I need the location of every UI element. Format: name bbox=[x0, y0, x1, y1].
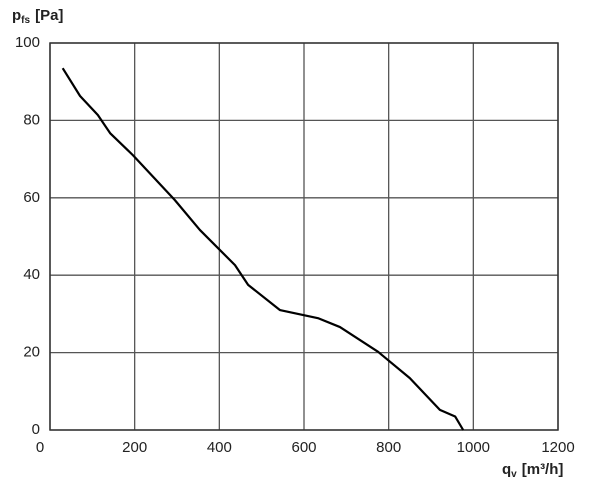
x-tick-label: 600 bbox=[291, 439, 316, 456]
y-tick-label: 40 bbox=[23, 266, 40, 283]
x-tick-label: 1200 bbox=[541, 439, 574, 456]
y-label-unit: [Pa] bbox=[35, 7, 63, 24]
y-tick-label: 0 bbox=[32, 421, 40, 438]
y-tick-label: 60 bbox=[23, 189, 40, 206]
x-label-sub: v bbox=[511, 469, 517, 480]
curve bbox=[61, 67, 465, 431]
y-label-sub: fs bbox=[21, 15, 30, 26]
plot-frame bbox=[49, 42, 559, 431]
x-label-unit: [m³/h] bbox=[522, 461, 564, 478]
y-tick-label: 100 bbox=[15, 34, 40, 51]
x-tick-label: 200 bbox=[122, 439, 147, 456]
x-label-main: q bbox=[502, 461, 511, 478]
x-tick-label: 0 bbox=[36, 439, 44, 456]
y-axis-label: pfs [Pa] bbox=[12, 7, 63, 26]
y-tick-label: 20 bbox=[23, 344, 40, 361]
x-axis-label: qv [m³/h] bbox=[502, 461, 563, 480]
y-label-main: p bbox=[12, 7, 21, 24]
x-tick-label: 800 bbox=[376, 439, 401, 456]
x-tick-label: 1000 bbox=[457, 439, 490, 456]
y-tick-label: 80 bbox=[23, 111, 40, 128]
x-tick-label: 400 bbox=[207, 439, 232, 456]
